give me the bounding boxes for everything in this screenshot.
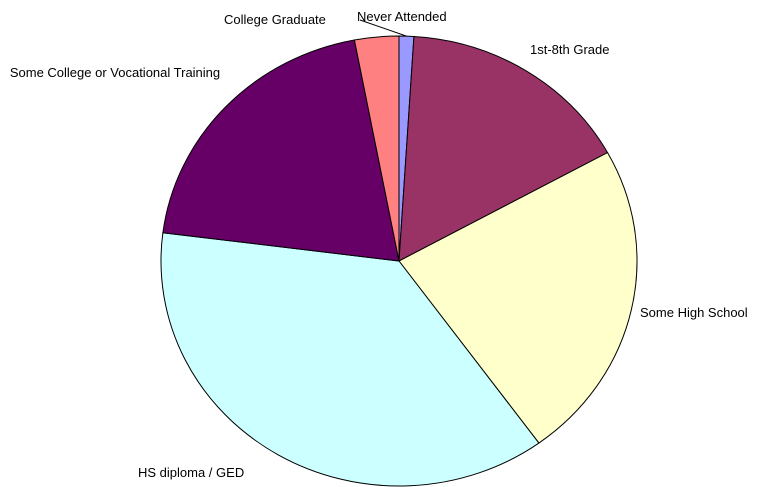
pie-slice — [160, 232, 540, 487]
slice-label: HS diploma / GED — [138, 465, 245, 480]
slice-label: 1st-8th Grade — [530, 42, 610, 57]
pie-slice — [398, 35, 609, 262]
slice-label: Some College or Vocational Training — [9, 65, 221, 80]
pie-slice — [398, 151, 638, 444]
pie-slice — [353, 35, 400, 262]
pie-slice — [162, 39, 400, 262]
slice-label: Some High School — [640, 305, 748, 320]
slice-label: Never Attended — [357, 9, 447, 24]
slice-label: College Graduate — [224, 12, 326, 27]
leader-line — [359, 19, 407, 37]
